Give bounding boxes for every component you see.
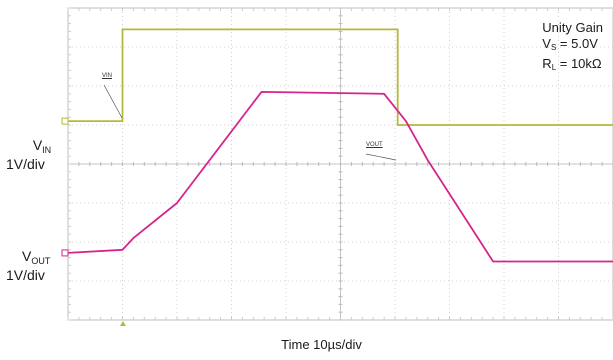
conditions-legend: Unity Gain VS = 5.0V RL = 10kΩ [542, 20, 603, 76]
vout-label-sub: OUT [31, 256, 50, 266]
vout-channel-label: VOUT [22, 248, 50, 269]
vout-label-main: V [22, 248, 31, 264]
unity-gain-text: Unity Gain [542, 20, 603, 36]
supply-voltage-text: VS = 5.0V [542, 36, 603, 56]
vin-label-sub: IN [42, 145, 51, 155]
x-axis-label: Time 10µs/div [0, 337, 613, 352]
trace-vin-level-marker [62, 118, 68, 124]
vin-channel-label: VIN [22, 137, 62, 158]
trace-vout-level-marker [62, 250, 68, 256]
load-resistance-text: RL = 10kΩ [542, 56, 603, 76]
trigger-marker [120, 321, 126, 326]
vout-trace-tag: VOUT [366, 142, 383, 148]
vin-label-main: V [33, 137, 42, 153]
vin-trace-tag: VIN [102, 73, 112, 79]
vout-scale-label: 1V/div [6, 267, 45, 283]
vin-scale-label: 1V/div [6, 156, 45, 172]
